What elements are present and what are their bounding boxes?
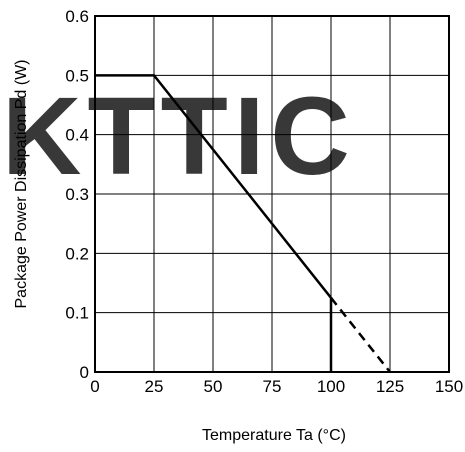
- watermark-text: KTTIC: [2, 75, 356, 198]
- y-tick-label: 0.6: [65, 7, 89, 26]
- y-tick-label: 0.4: [65, 126, 89, 145]
- data-series: [95, 74, 391, 373]
- x-tick-label: 150: [435, 377, 463, 396]
- y-axis-title: Package Power Dissipation Pd (W): [13, 60, 30, 309]
- tick-labels: 0 25 50 75 100 125 150 0 0.1 0.2 0.3 0.4 0.5 0.6: [65, 7, 463, 396]
- y-tick-label: 0.3: [65, 185, 89, 204]
- x-tick-label: 100: [317, 377, 345, 396]
- x-tick-label: 125: [376, 377, 404, 396]
- x-axis-title: Temperature Ta (°C): [202, 427, 346, 444]
- x-tick-label: 50: [204, 377, 223, 396]
- y-tick-label: 0.5: [65, 66, 89, 85]
- plot-area-frame: [94, 15, 450, 373]
- y-tick-label: 0.2: [65, 244, 89, 263]
- x-tick-label: 75: [263, 377, 282, 396]
- grid-lines: [95, 16, 449, 372]
- x-tick-label: 0: [90, 377, 99, 396]
- x-tick-label: 25: [145, 377, 164, 396]
- derating-curve-dashed-line: [330, 297, 391, 373]
- y-tick-label: 0: [80, 363, 89, 382]
- y-tick-label: 0.1: [65, 304, 89, 323]
- derating-curve-solid-line: [95, 74, 333, 372]
